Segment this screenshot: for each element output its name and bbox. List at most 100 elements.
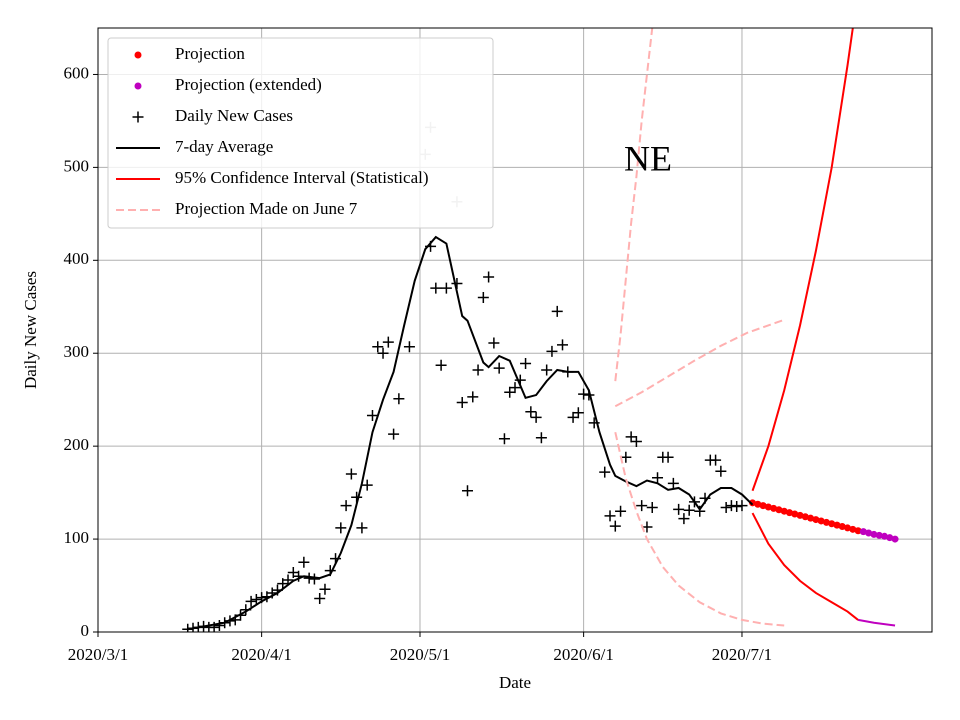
point [461,485,473,497]
point [731,501,743,513]
point [535,432,547,444]
point [764,503,772,511]
y-tick-label: 600 [64,63,90,82]
point [340,500,352,512]
x-tick-label: 2020/6/1 [553,645,613,664]
legend-swatch [132,111,144,123]
point [567,411,579,423]
point [488,337,500,349]
point [678,513,690,525]
point [382,336,394,348]
point [625,431,637,443]
point [891,535,899,543]
point [749,499,757,507]
y-tick-label: 100 [64,528,90,547]
point [509,382,521,394]
legend-label: Projection (extended) [175,75,322,94]
y-tick-label: 300 [64,342,90,361]
point [725,500,737,512]
point [849,525,857,533]
point [245,595,257,607]
point [483,271,495,283]
point [440,282,452,294]
annotation: NE [624,138,672,178]
point [667,477,679,489]
point [886,534,894,542]
y-tick-label: 500 [64,156,90,175]
point [775,506,783,514]
point [694,505,706,517]
x-tick-label: 2020/7/1 [712,645,772,664]
series-line [751,512,859,621]
point [870,530,878,538]
point [715,465,727,477]
point [796,511,804,519]
point [854,527,862,535]
point [710,454,722,466]
point [451,278,463,290]
point [366,409,378,421]
plot-area [182,28,899,632]
point [662,451,674,463]
point [467,391,479,403]
point [572,407,584,419]
series-line [187,235,754,631]
y-tick-label: 0 [81,621,90,640]
point [865,529,873,537]
point [615,505,627,517]
x-tick-label: 2020/5/1 [390,645,450,664]
point [403,341,415,353]
legend-label: Daily New Cases [175,106,293,125]
point [472,364,484,376]
point [791,510,799,518]
point [393,393,405,405]
point [812,516,820,524]
point [636,500,648,512]
x-tick-label: 2020/3/1 [68,645,128,664]
point [435,359,447,371]
point [356,522,368,534]
point [673,503,685,515]
point [683,504,695,516]
legend-box [107,37,494,229]
point [599,466,611,478]
point [817,517,825,525]
point [844,524,852,532]
point [504,386,516,398]
point [319,583,331,595]
point [388,428,400,440]
ticks: 0 100 200 300 400 500 600 2020/3/1 2020/4/1 2020/… [64,63,773,664]
point [736,500,748,512]
point [828,520,836,528]
point [630,436,642,448]
legend: Projection Projection (extended) Daily New… [107,37,494,229]
x-axis-label: Date [499,673,531,692]
point [308,573,320,585]
series-line [614,318,785,408]
y-tick-label: 400 [64,249,90,268]
point [875,531,883,539]
point [557,339,569,351]
legend-swatch [134,51,142,59]
legend-swatch [134,82,142,90]
point [551,305,563,317]
point [456,396,468,408]
point [525,406,537,418]
point [530,411,542,423]
point [833,521,841,529]
legend-label: Projection Made on June 7 [175,199,358,218]
point [604,510,616,522]
point [754,500,762,508]
legend-label: Projection [175,44,245,63]
point [477,291,489,303]
y-tick-label: 200 [64,435,90,454]
point [541,364,553,376]
point [282,574,294,586]
series-line [614,28,654,382]
point [770,504,778,512]
series-line [857,618,896,627]
legend-label: 7-day Average [175,137,273,156]
point [520,357,532,369]
point [620,451,632,463]
